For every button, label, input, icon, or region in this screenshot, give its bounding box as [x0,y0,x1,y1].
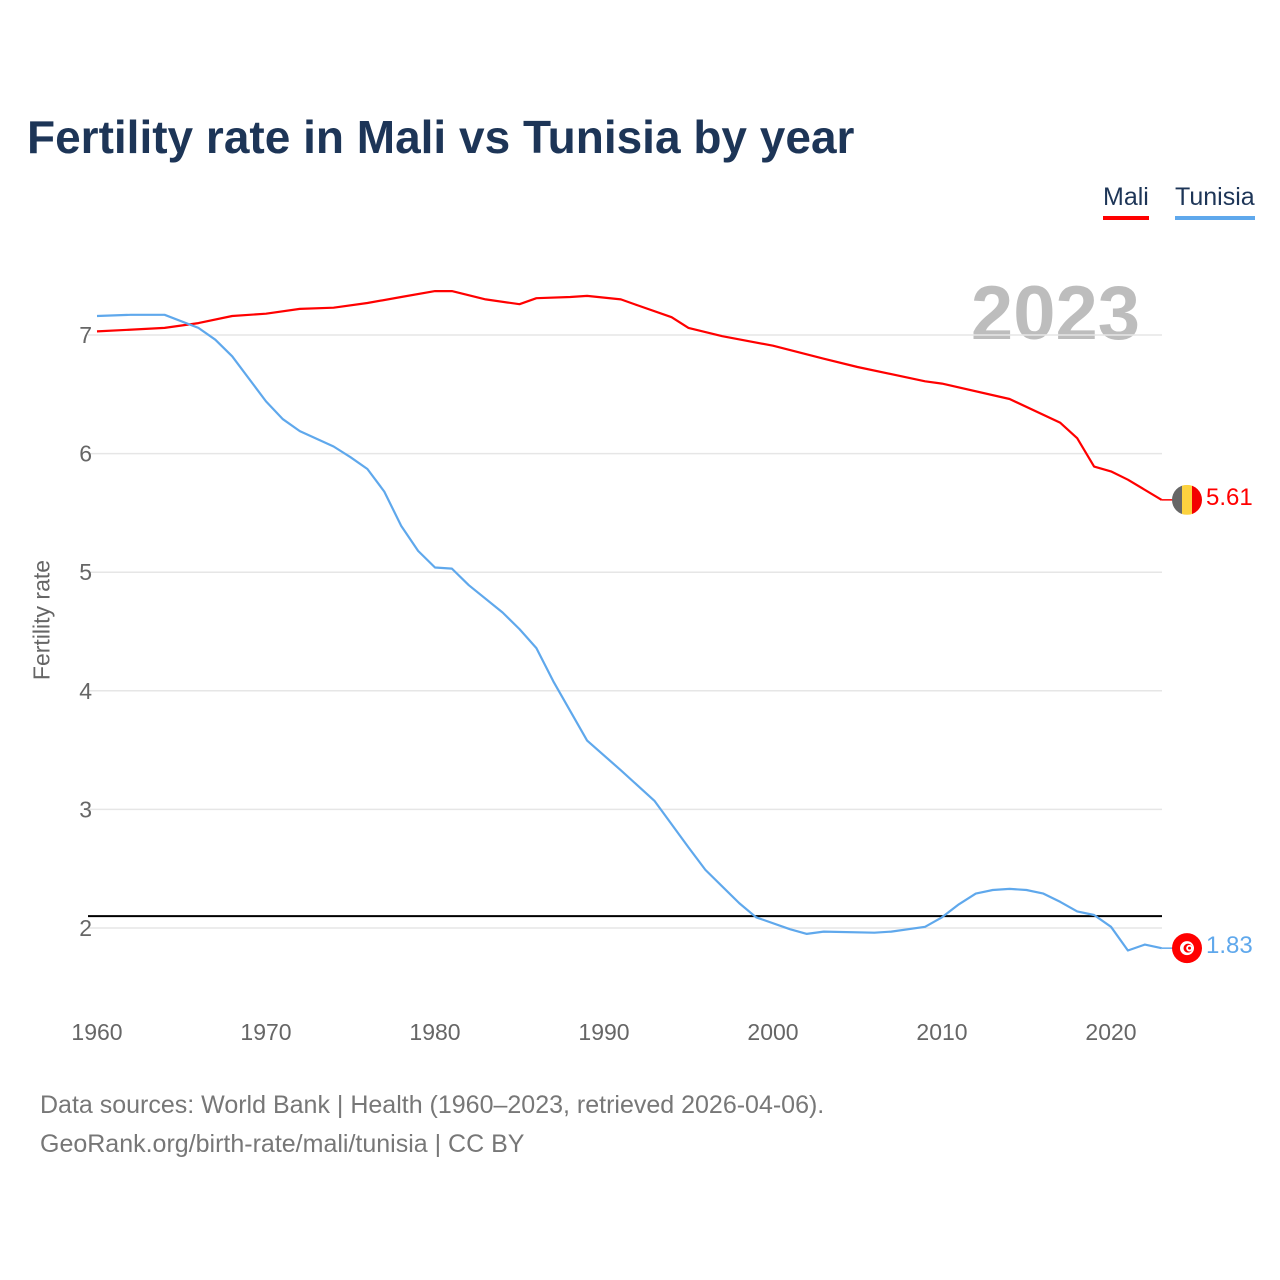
y-tick-label: 3 [79,796,92,822]
x-tick-label: 1970 [240,1019,291,1045]
x-tick-label: 1990 [578,1019,629,1045]
source-note: Data sources: World Bank | Health (1960–… [40,1086,824,1164]
x-tick-label: 1980 [409,1019,460,1045]
x-tick-label: 1960 [71,1019,122,1045]
legend-tunisia[interactable]: Tunisia [1175,183,1255,220]
x-tick-label: 2020 [1085,1019,1136,1045]
chart-title: Fertility rate in Mali vs Tunisia by yea… [27,111,855,163]
mali-flag-icon [1182,484,1193,515]
mali-flag-icon [1172,484,1183,515]
x-tick-label: 2000 [747,1019,798,1045]
legend-mali[interactable]: Mali [1103,183,1149,220]
series-line-mali [96,290,1163,501]
mali-flag-icon [1192,484,1202,515]
series-line-tunisia [96,313,1162,952]
y-tick-label: 2 [79,915,92,941]
end-label-mali: 5.61 [1206,484,1253,511]
x-tick-label: 2010 [916,1019,967,1045]
y-tick-label: 6 [79,441,92,467]
year-watermark: 2023 [970,271,1140,356]
tunisia-flag-star [1188,946,1191,950]
y-tick-label: 4 [79,678,92,704]
y-tick-label: 5 [79,559,92,585]
source-line-1: Data sources: World Bank | Health (1960–… [40,1091,825,1119]
source-line-2[interactable]: GeoRank.org/birth-rate/mali/tunisia | CC… [40,1130,525,1158]
end-label-tunisia: 1.83 [1206,932,1253,959]
y-tick-label: 7 [79,322,92,348]
